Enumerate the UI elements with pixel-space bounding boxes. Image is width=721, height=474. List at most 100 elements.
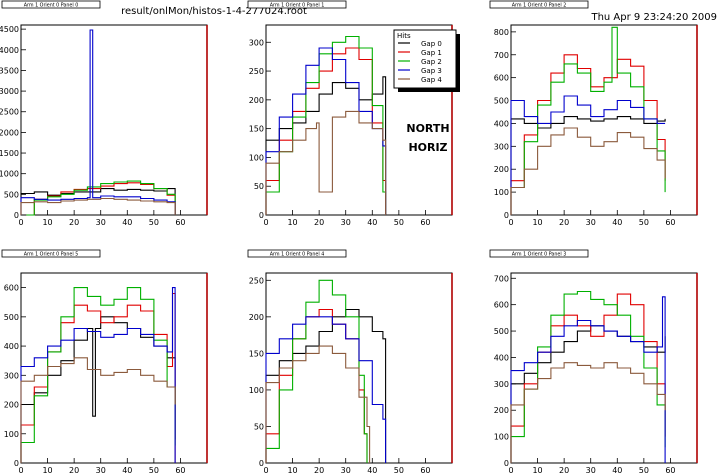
panel-title: Arm 1 Orient 0 Panel 1 bbox=[270, 3, 325, 9]
histogram-panel: Arm 1 Orient 0 Panel 0050010001500200025… bbox=[0, 0, 208, 227]
series-line bbox=[265, 35, 387, 215]
series-line bbox=[265, 308, 368, 463]
series-line bbox=[510, 54, 666, 215]
x-tick-label: 50 bbox=[394, 466, 404, 474]
series-line bbox=[510, 290, 666, 463]
y-tick-label: 1500 bbox=[0, 149, 19, 158]
x-tick-label: 60 bbox=[175, 218, 185, 227]
panel-title-box bbox=[247, 249, 347, 258]
series-line bbox=[510, 296, 666, 463]
histogram-panel: Arm 1 Orient 0 Panel 2010020030040050060… bbox=[489, 0, 698, 227]
series-line bbox=[20, 316, 176, 463]
series-line bbox=[20, 287, 176, 463]
y-tick-label: 400 bbox=[4, 342, 19, 351]
y-tick-label: 700 bbox=[494, 51, 509, 60]
y-tick-label: 0 bbox=[14, 211, 19, 220]
x-tick-label: 20 bbox=[559, 218, 569, 227]
x-tick-label: 10 bbox=[532, 218, 542, 227]
y-tick-label: 3000 bbox=[0, 87, 19, 96]
y-tick-label: 150 bbox=[249, 125, 264, 134]
series-line bbox=[510, 362, 666, 463]
y-tick-label: 0 bbox=[504, 211, 509, 220]
series-line bbox=[265, 279, 368, 463]
y-tick-label: 200 bbox=[249, 313, 264, 322]
x-tick-label: 50 bbox=[394, 218, 404, 227]
x-tick-label: 30 bbox=[586, 466, 596, 474]
y-tick-label: 600 bbox=[494, 301, 509, 310]
histogram-panel: Arm 1 Orient 0 Panel 4 0 50 100 150 200 250 0 10… bbox=[247, 249, 453, 474]
series-line bbox=[510, 95, 666, 215]
series-line bbox=[265, 76, 387, 215]
panel-title-box bbox=[489, 249, 589, 258]
series-line bbox=[265, 47, 387, 215]
x-tick-label: 20 bbox=[69, 218, 79, 227]
x-tick-label: 20 bbox=[314, 218, 324, 227]
y-tick-label: 100 bbox=[249, 386, 264, 395]
y-tick-label: 4500 bbox=[0, 25, 19, 34]
series-line bbox=[265, 47, 387, 215]
x-tick-label: 30 bbox=[341, 218, 351, 227]
y-tick-label: 600 bbox=[494, 74, 509, 83]
panels-group: Arm 1 Orient 0 Panel 0050010001500200025… bbox=[0, 0, 698, 474]
x-tick-label: 10 bbox=[287, 218, 297, 227]
y-tick-label: 4000 bbox=[0, 46, 19, 55]
y-tick-label: 800 bbox=[494, 28, 509, 37]
series-line bbox=[20, 197, 176, 215]
series-line bbox=[20, 292, 176, 463]
y-tick-label: 150 bbox=[249, 349, 264, 358]
series-line bbox=[510, 26, 666, 215]
x-tick-label: 10 bbox=[532, 466, 542, 474]
series-line bbox=[510, 116, 666, 215]
y-tick-label: 0 bbox=[259, 459, 264, 468]
x-tick-label: 0 bbox=[508, 218, 513, 227]
y-tick-label: 0 bbox=[14, 459, 19, 468]
panel-title: Arm 1 Orient 0 Panel 5 bbox=[24, 252, 79, 258]
y-tick-label: 2500 bbox=[0, 108, 19, 117]
series-line bbox=[20, 29, 176, 215]
y-tick-label: 200 bbox=[249, 96, 264, 105]
panel-title: Arm 1 Orient 0 Panel 0 bbox=[24, 3, 79, 9]
y-tick-label: 300 bbox=[4, 371, 19, 380]
series-line bbox=[265, 110, 387, 215]
x-tick-label: 20 bbox=[559, 466, 569, 474]
x-tick-label: 0 bbox=[18, 218, 23, 227]
y-tick-label: 100 bbox=[494, 433, 509, 442]
series-line bbox=[265, 345, 371, 463]
y-tick-label: 700 bbox=[494, 274, 509, 283]
y-tick-label: 400 bbox=[494, 119, 509, 128]
x-tick-label: 20 bbox=[314, 466, 324, 474]
y-tick-label: 250 bbox=[249, 276, 264, 285]
series-line bbox=[510, 325, 666, 463]
x-tick-label: 40 bbox=[367, 466, 377, 474]
panel-title-box bbox=[247, 0, 347, 9]
y-tick-label: 300 bbox=[249, 38, 264, 47]
y-tick-label: 0 bbox=[504, 459, 509, 468]
x-tick-label: 40 bbox=[367, 218, 377, 227]
x-tick-label: 30 bbox=[96, 218, 106, 227]
x-tick-label: 10 bbox=[287, 466, 297, 474]
x-tick-label: 40 bbox=[612, 466, 622, 474]
y-tick-label: 500 bbox=[4, 313, 19, 322]
x-tick-label: 0 bbox=[263, 218, 268, 227]
legend-box bbox=[393, 29, 457, 89]
legend-label: Gap 0 bbox=[421, 40, 442, 48]
y-tick-label: 300 bbox=[494, 380, 509, 389]
y-tick-label: 300 bbox=[494, 142, 509, 151]
histogram-panel: Arm 1 Orient 0 Panel 5010020030040050060… bbox=[1, 249, 208, 474]
legend-label: Gap 3 bbox=[421, 67, 442, 75]
x-tick-label: 40 bbox=[122, 218, 132, 227]
series-line bbox=[510, 127, 666, 215]
y-tick-label: 250 bbox=[249, 67, 264, 76]
y-tick-label: 100 bbox=[4, 430, 19, 439]
legend-label: Gap 1 bbox=[421, 49, 442, 57]
y-tick-label: 200 bbox=[494, 406, 509, 415]
x-tick-label: 60 bbox=[175, 466, 185, 474]
y-tick-label: 500 bbox=[4, 190, 19, 199]
y-tick-label: 500 bbox=[494, 327, 509, 336]
panel-title-box bbox=[1, 249, 101, 258]
y-tick-label: 400 bbox=[494, 353, 509, 362]
